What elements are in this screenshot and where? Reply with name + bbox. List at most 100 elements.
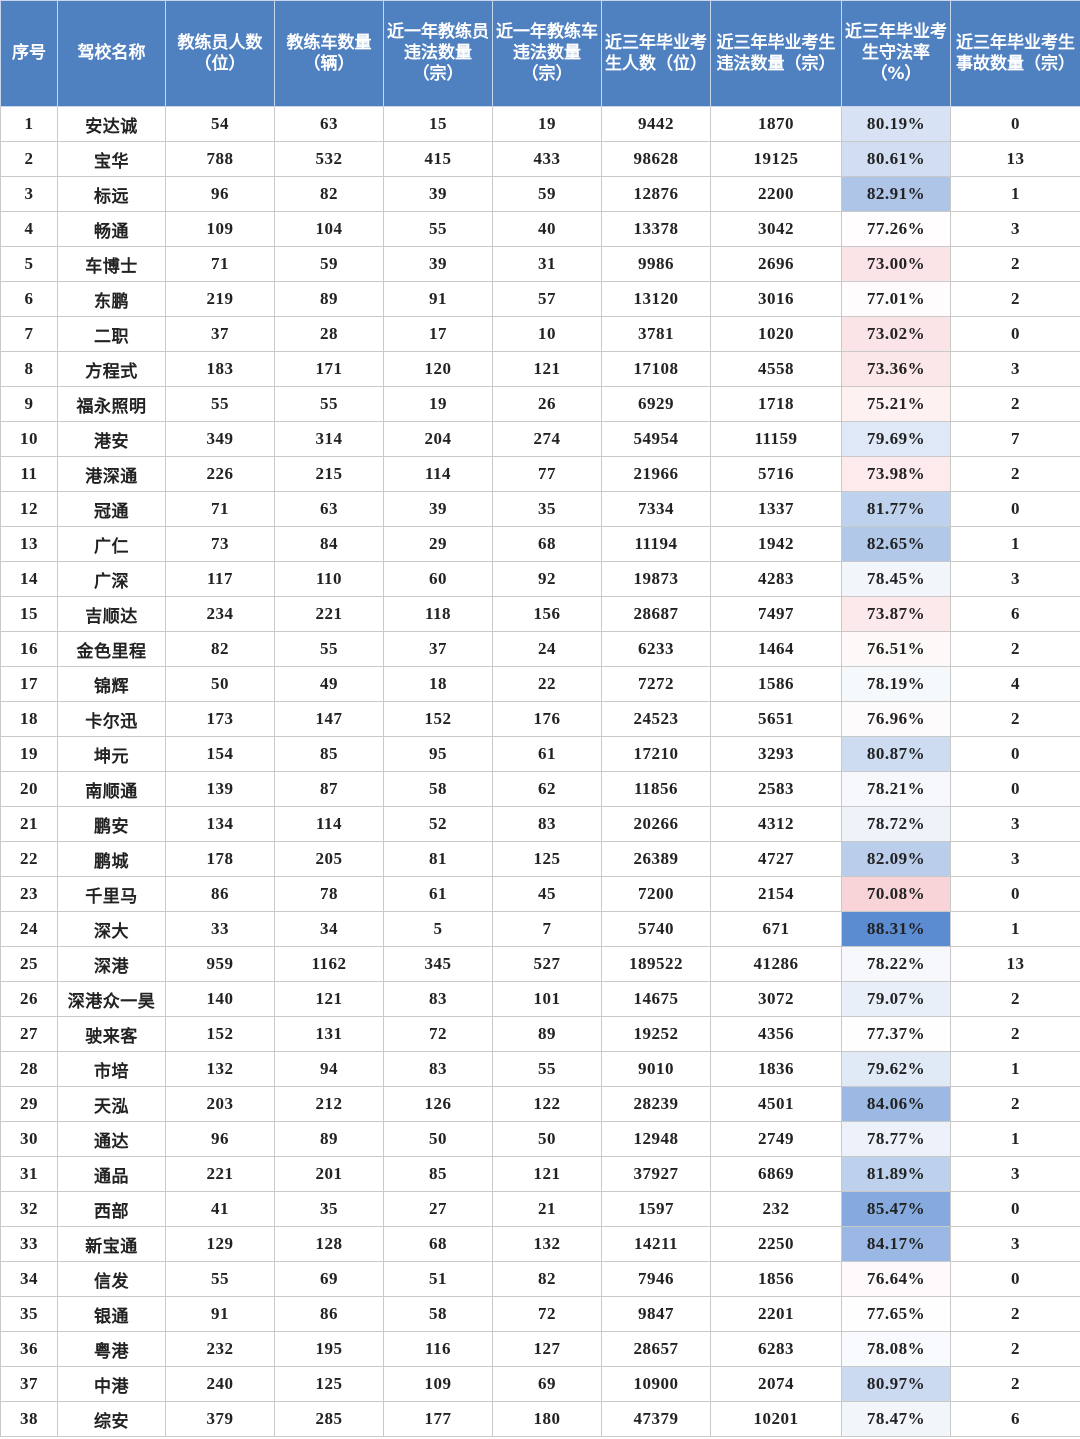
col-accidents-cell: 2 [950,631,1080,667]
col-school-name-cell: 港深通 [57,456,166,492]
col-cars-cell: 110 [274,561,384,597]
col-graduates-cell: 14211 [601,1226,711,1262]
col-coach-violations-cell: 17 [383,316,493,352]
col-compliance-rate-cell: 77.65% [841,1296,951,1332]
col-accidents-cell: 2 [950,1016,1080,1052]
col-coach-violations-cell: 61 [383,876,493,912]
col-accidents-cell: 13 [950,946,1080,982]
col-graduate-violations-cell: 2250 [710,1226,842,1262]
col-car-violations-cell: 274 [492,421,602,457]
col-school-name-cell: 深港众一昊 [57,981,166,1017]
col-graduate-violations-cell: 4501 [710,1086,842,1122]
col-car-violations-cell: 40 [492,211,602,247]
col-coach-violations-cell: 118 [383,596,493,632]
col-coaches-cell: 959 [165,946,275,982]
header-col-car-violations: 近一年教练车违法数量（宗） [492,0,602,107]
table-row: 21 鹏安 134 114 52 83 20266 4312 78.72% 3 [0,806,1080,842]
col-coaches-cell: 139 [165,771,275,807]
col-school-name-cell: 广深 [57,561,166,597]
table-row: 18 卡尔迅 173 147 152 176 24523 5651 76.96% 2 [0,701,1080,737]
col-graduate-violations-cell: 1020 [710,316,842,352]
col-car-violations-cell: 26 [492,386,602,422]
col-index-cell: 12 [0,491,58,527]
col-accidents-cell: 3 [950,841,1080,877]
col-compliance-rate-cell: 81.77% [841,491,951,527]
col-school-name-cell: 畅通 [57,211,166,247]
col-compliance-rate-cell: 76.64% [841,1261,951,1297]
col-coach-violations-cell: 83 [383,1051,493,1087]
col-graduates-cell: 11856 [601,771,711,807]
col-car-violations-cell: 22 [492,666,602,702]
col-index-cell: 3 [0,176,58,212]
col-graduates-cell: 28239 [601,1086,711,1122]
table-row: 31 通品 221 201 85 121 37927 6869 81.89% 3 [0,1156,1080,1192]
col-compliance-rate-cell: 82.09% [841,841,951,877]
col-car-violations-cell: 7 [492,911,602,947]
col-accidents-cell: 0 [950,1261,1080,1297]
col-graduate-violations-cell: 232 [710,1191,842,1227]
col-compliance-rate-cell: 75.21% [841,386,951,422]
header-col-accidents: 近三年毕业考生事故数量（宗） [950,0,1080,107]
col-school-name-cell: 通达 [57,1121,166,1157]
col-coach-violations-cell: 126 [383,1086,493,1122]
col-coach-violations-cell: 72 [383,1016,493,1052]
col-graduate-violations-cell: 4558 [710,351,842,387]
col-coach-violations-cell: 52 [383,806,493,842]
col-cars-cell: 128 [274,1226,384,1262]
col-graduate-violations-cell: 19125 [710,141,842,177]
col-cars-cell: 121 [274,981,384,1017]
col-graduate-violations-cell: 2074 [710,1366,842,1402]
col-graduates-cell: 11194 [601,526,711,562]
col-graduates-cell: 54954 [601,421,711,457]
col-coach-violations-cell: 15 [383,106,493,142]
col-graduates-cell: 6929 [601,386,711,422]
col-cars-cell: 63 [274,106,384,142]
col-index-cell: 36 [0,1331,58,1367]
col-cars-cell: 205 [274,841,384,877]
col-accidents-cell: 0 [950,771,1080,807]
col-coaches-cell: 33 [165,911,275,947]
col-cars-cell: 147 [274,701,384,737]
col-car-violations-cell: 59 [492,176,602,212]
col-school-name-cell: 东鹏 [57,281,166,317]
col-graduate-violations-cell: 5716 [710,456,842,492]
col-car-violations-cell: 125 [492,841,602,877]
table-row: 16 金色里程 82 55 37 24 6233 1464 76.51% 2 [0,631,1080,667]
col-coach-violations-cell: 152 [383,701,493,737]
col-coach-violations-cell: 60 [383,561,493,597]
col-graduate-violations-cell: 6869 [710,1156,842,1192]
col-graduates-cell: 9442 [601,106,711,142]
table-row: 23 千里马 86 78 61 45 7200 2154 70.08% 0 [0,876,1080,912]
col-compliance-rate-cell: 70.08% [841,876,951,912]
col-school-name-cell: 车博士 [57,246,166,282]
col-cars-cell: 84 [274,526,384,562]
table-row: 30 通达 96 89 50 50 12948 2749 78.77% 1 [0,1121,1080,1157]
col-coach-violations-cell: 204 [383,421,493,457]
table-row: 38 综安 379 285 177 180 47379 10201 78.47% 6 [0,1401,1080,1437]
col-coaches-cell: 134 [165,806,275,842]
col-coach-violations-cell: 83 [383,981,493,1017]
col-coach-violations-cell: 85 [383,1156,493,1192]
col-accidents-cell: 13 [950,141,1080,177]
col-car-violations-cell: 24 [492,631,602,667]
col-accidents-cell: 0 [950,316,1080,352]
col-graduate-violations-cell: 1586 [710,666,842,702]
col-coaches-cell: 152 [165,1016,275,1052]
col-accidents-cell: 0 [950,106,1080,142]
col-coaches-cell: 234 [165,596,275,632]
col-coaches-cell: 71 [165,491,275,527]
col-compliance-rate-cell: 81.89% [841,1156,951,1192]
col-graduate-violations-cell: 1870 [710,106,842,142]
col-index-cell: 2 [0,141,58,177]
table-row: 14 广深 117 110 60 92 19873 4283 78.45% 3 [0,561,1080,597]
col-accidents-cell: 0 [950,876,1080,912]
col-index-cell: 32 [0,1191,58,1227]
col-graduate-violations-cell: 2200 [710,176,842,212]
col-school-name-cell: 南顺通 [57,771,166,807]
col-coach-violations-cell: 177 [383,1401,493,1437]
col-cars-cell: 195 [274,1331,384,1367]
col-coach-violations-cell: 29 [383,526,493,562]
col-school-name-cell: 港安 [57,421,166,457]
col-compliance-rate-cell: 79.07% [841,981,951,1017]
